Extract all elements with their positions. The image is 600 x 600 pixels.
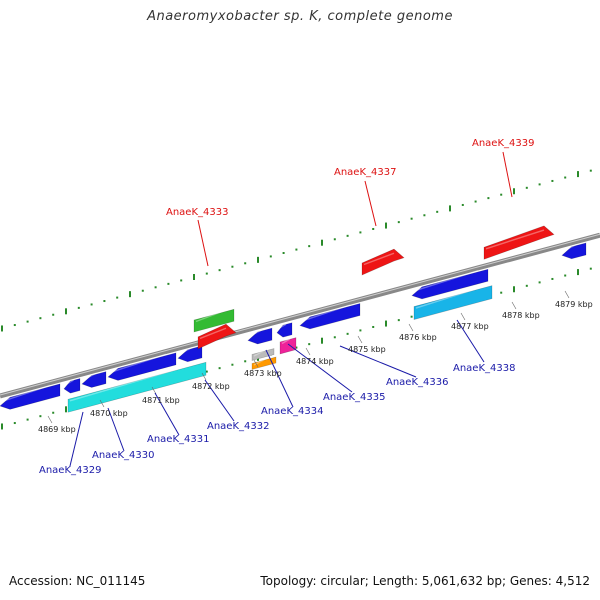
kbp-label: 4869 kbp xyxy=(38,425,76,434)
gene-blue-a xyxy=(0,383,61,410)
gene-blue-h xyxy=(299,303,361,330)
kbp-leader xyxy=(99,399,105,408)
gene-blue-b-bevel xyxy=(65,379,74,385)
gene-label-anaek-4332: AnaeK_4332 xyxy=(207,421,269,432)
gene-blue-i-bevel xyxy=(413,270,479,292)
gene-blue-e-bevel xyxy=(179,346,193,355)
gene-label-anaek-4329: AnaeK_4329 xyxy=(39,465,101,476)
kbp-leader xyxy=(305,347,311,356)
gene-label-leader xyxy=(339,345,417,378)
kbp-leader xyxy=(47,415,53,424)
kbp-leader xyxy=(408,323,414,332)
gene-blue-h-bevel xyxy=(301,304,351,322)
gene-label-leader xyxy=(154,392,180,436)
gene-blue-j-bevel xyxy=(563,243,577,252)
kbp-label: 4874 kbp xyxy=(296,357,334,366)
gene-label-anaek-4336: AnaeK_4336 xyxy=(386,377,448,388)
gene-red-c xyxy=(483,225,555,260)
gene-red-b xyxy=(361,248,405,276)
gene-red-a xyxy=(197,323,237,350)
gene-red-c-bevel xyxy=(485,229,545,250)
gene-blue-e xyxy=(177,345,203,363)
gene-label-leader xyxy=(197,219,209,267)
backbone-line xyxy=(0,232,600,399)
accession-text: Accession: NC_011145 xyxy=(9,574,146,588)
genome-backbone xyxy=(0,232,600,399)
gene-blue-f-bevel xyxy=(249,328,263,337)
label-leader-lines xyxy=(47,151,570,467)
kbp-label: 4872 kbp xyxy=(192,382,230,391)
gene-label-anaek-4337: AnaeK_4337 xyxy=(334,167,396,178)
gene-label-anaek-4331: AnaeK_4331 xyxy=(147,434,209,445)
kbp-label: 4879 kbp xyxy=(555,300,593,309)
gene-blue-g xyxy=(276,322,293,338)
gene-blue-c xyxy=(81,371,107,388)
kbp-label: 4877 kbp xyxy=(451,322,489,331)
position-rulers xyxy=(1,169,592,430)
gene-blue-g-bevel xyxy=(278,323,287,329)
gene-label-leader xyxy=(204,379,235,422)
feature-magenta-bevel xyxy=(281,338,290,345)
gene-cyan xyxy=(67,361,207,413)
map-title: Anaeromyxobacter sp. K, complete genome xyxy=(147,9,453,24)
gene-green xyxy=(193,308,235,333)
kbp-leader xyxy=(253,359,259,368)
kbp-label: 4875 kbp xyxy=(348,345,386,354)
kbp-label: 4873 kbp xyxy=(244,369,282,378)
kbp-label: 4878 kbp xyxy=(502,311,540,320)
kbp-label: 4870 kbp xyxy=(90,409,128,418)
gene-skyblue-bevel xyxy=(415,286,483,309)
gene-label-leader xyxy=(364,180,377,227)
gene-blue-f xyxy=(247,327,273,345)
gene-blue-j xyxy=(561,242,587,260)
gene-label-anaek-4334: AnaeK_4334 xyxy=(261,406,323,417)
gene-blue-c-bevel xyxy=(83,372,97,381)
gene-blue-b xyxy=(63,378,81,394)
kbp-leader xyxy=(357,335,363,344)
kbp-label: 4871 kbp xyxy=(142,396,180,405)
gene-label-leader xyxy=(287,343,353,393)
gene-green-bevel xyxy=(195,310,225,323)
kbp-leader xyxy=(460,312,466,321)
gene-blue-d xyxy=(107,352,177,381)
gene-label-leader xyxy=(456,319,485,363)
gene-red-b-bevel xyxy=(363,252,395,266)
kbp-leader xyxy=(564,290,570,299)
feature-gray-bevel xyxy=(253,349,266,357)
gene-label-leader xyxy=(69,411,84,467)
gene-skyblue xyxy=(413,285,493,320)
gene-label-anaek-4339: AnaeK_4339 xyxy=(472,138,534,149)
topology-text: Topology: circular; Length: 5,061,632 bp… xyxy=(260,574,590,588)
gene-label-leader xyxy=(265,349,294,408)
labels: 4869 kbp 4870 kbp 4871 kbp 4872 kbp 4873 kbp… xyxy=(38,138,593,476)
backbone-highlight xyxy=(0,233,600,396)
gene-label-anaek-4335: AnaeK_4335 xyxy=(323,392,385,403)
gene-cyan-bevel xyxy=(69,363,197,402)
gene-label-leader xyxy=(107,407,125,452)
gene-blue-d-bevel xyxy=(109,353,167,374)
gene-blue-i xyxy=(411,268,489,300)
gene-label-anaek-4338: AnaeK_4338 xyxy=(453,363,515,374)
gene-label-anaek-4333: AnaeK_4333 xyxy=(166,207,228,218)
gene-features xyxy=(0,225,587,413)
gene-blue-a-bevel xyxy=(1,384,51,403)
gene-red-a-bevel xyxy=(199,327,227,340)
gene-label-anaek-4330: AnaeK_4330 xyxy=(92,450,154,461)
kbp-label: 4876 kbp xyxy=(399,333,437,342)
gene-label-leader xyxy=(502,151,513,198)
kbp-leader xyxy=(511,301,517,310)
feature-orange xyxy=(251,356,277,370)
kbp-leader xyxy=(201,372,207,381)
